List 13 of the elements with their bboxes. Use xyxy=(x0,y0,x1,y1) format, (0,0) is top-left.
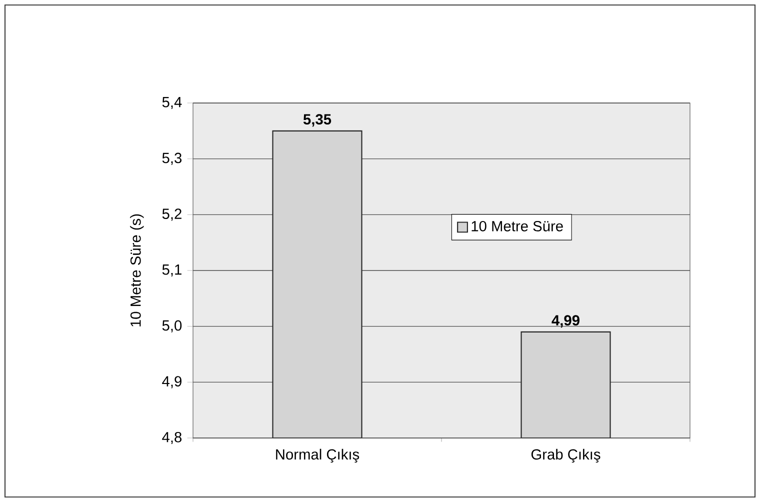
y-tick-label: 5,0 xyxy=(162,320,182,332)
y-tick-label: 5,3 xyxy=(162,152,182,165)
x-tick-label: Grab Çıkış xyxy=(531,448,600,463)
y-axis-title: 10 Metre Süre (s) xyxy=(130,214,144,326)
y-tick-label: 5,4 xyxy=(162,97,182,109)
y-tick-label: 4,8 xyxy=(162,432,182,444)
data-label: 4,99 xyxy=(552,315,580,328)
x-tick-label: Normal Çıkış xyxy=(276,448,360,463)
y-tick-label: 4,9 xyxy=(162,376,182,388)
legend-label: 10 Metre Süre xyxy=(472,220,563,232)
y-tick-label: 5,2 xyxy=(162,208,182,221)
data-label: 5,35 xyxy=(303,114,332,127)
y-tick-label: 5,1 xyxy=(162,264,182,276)
